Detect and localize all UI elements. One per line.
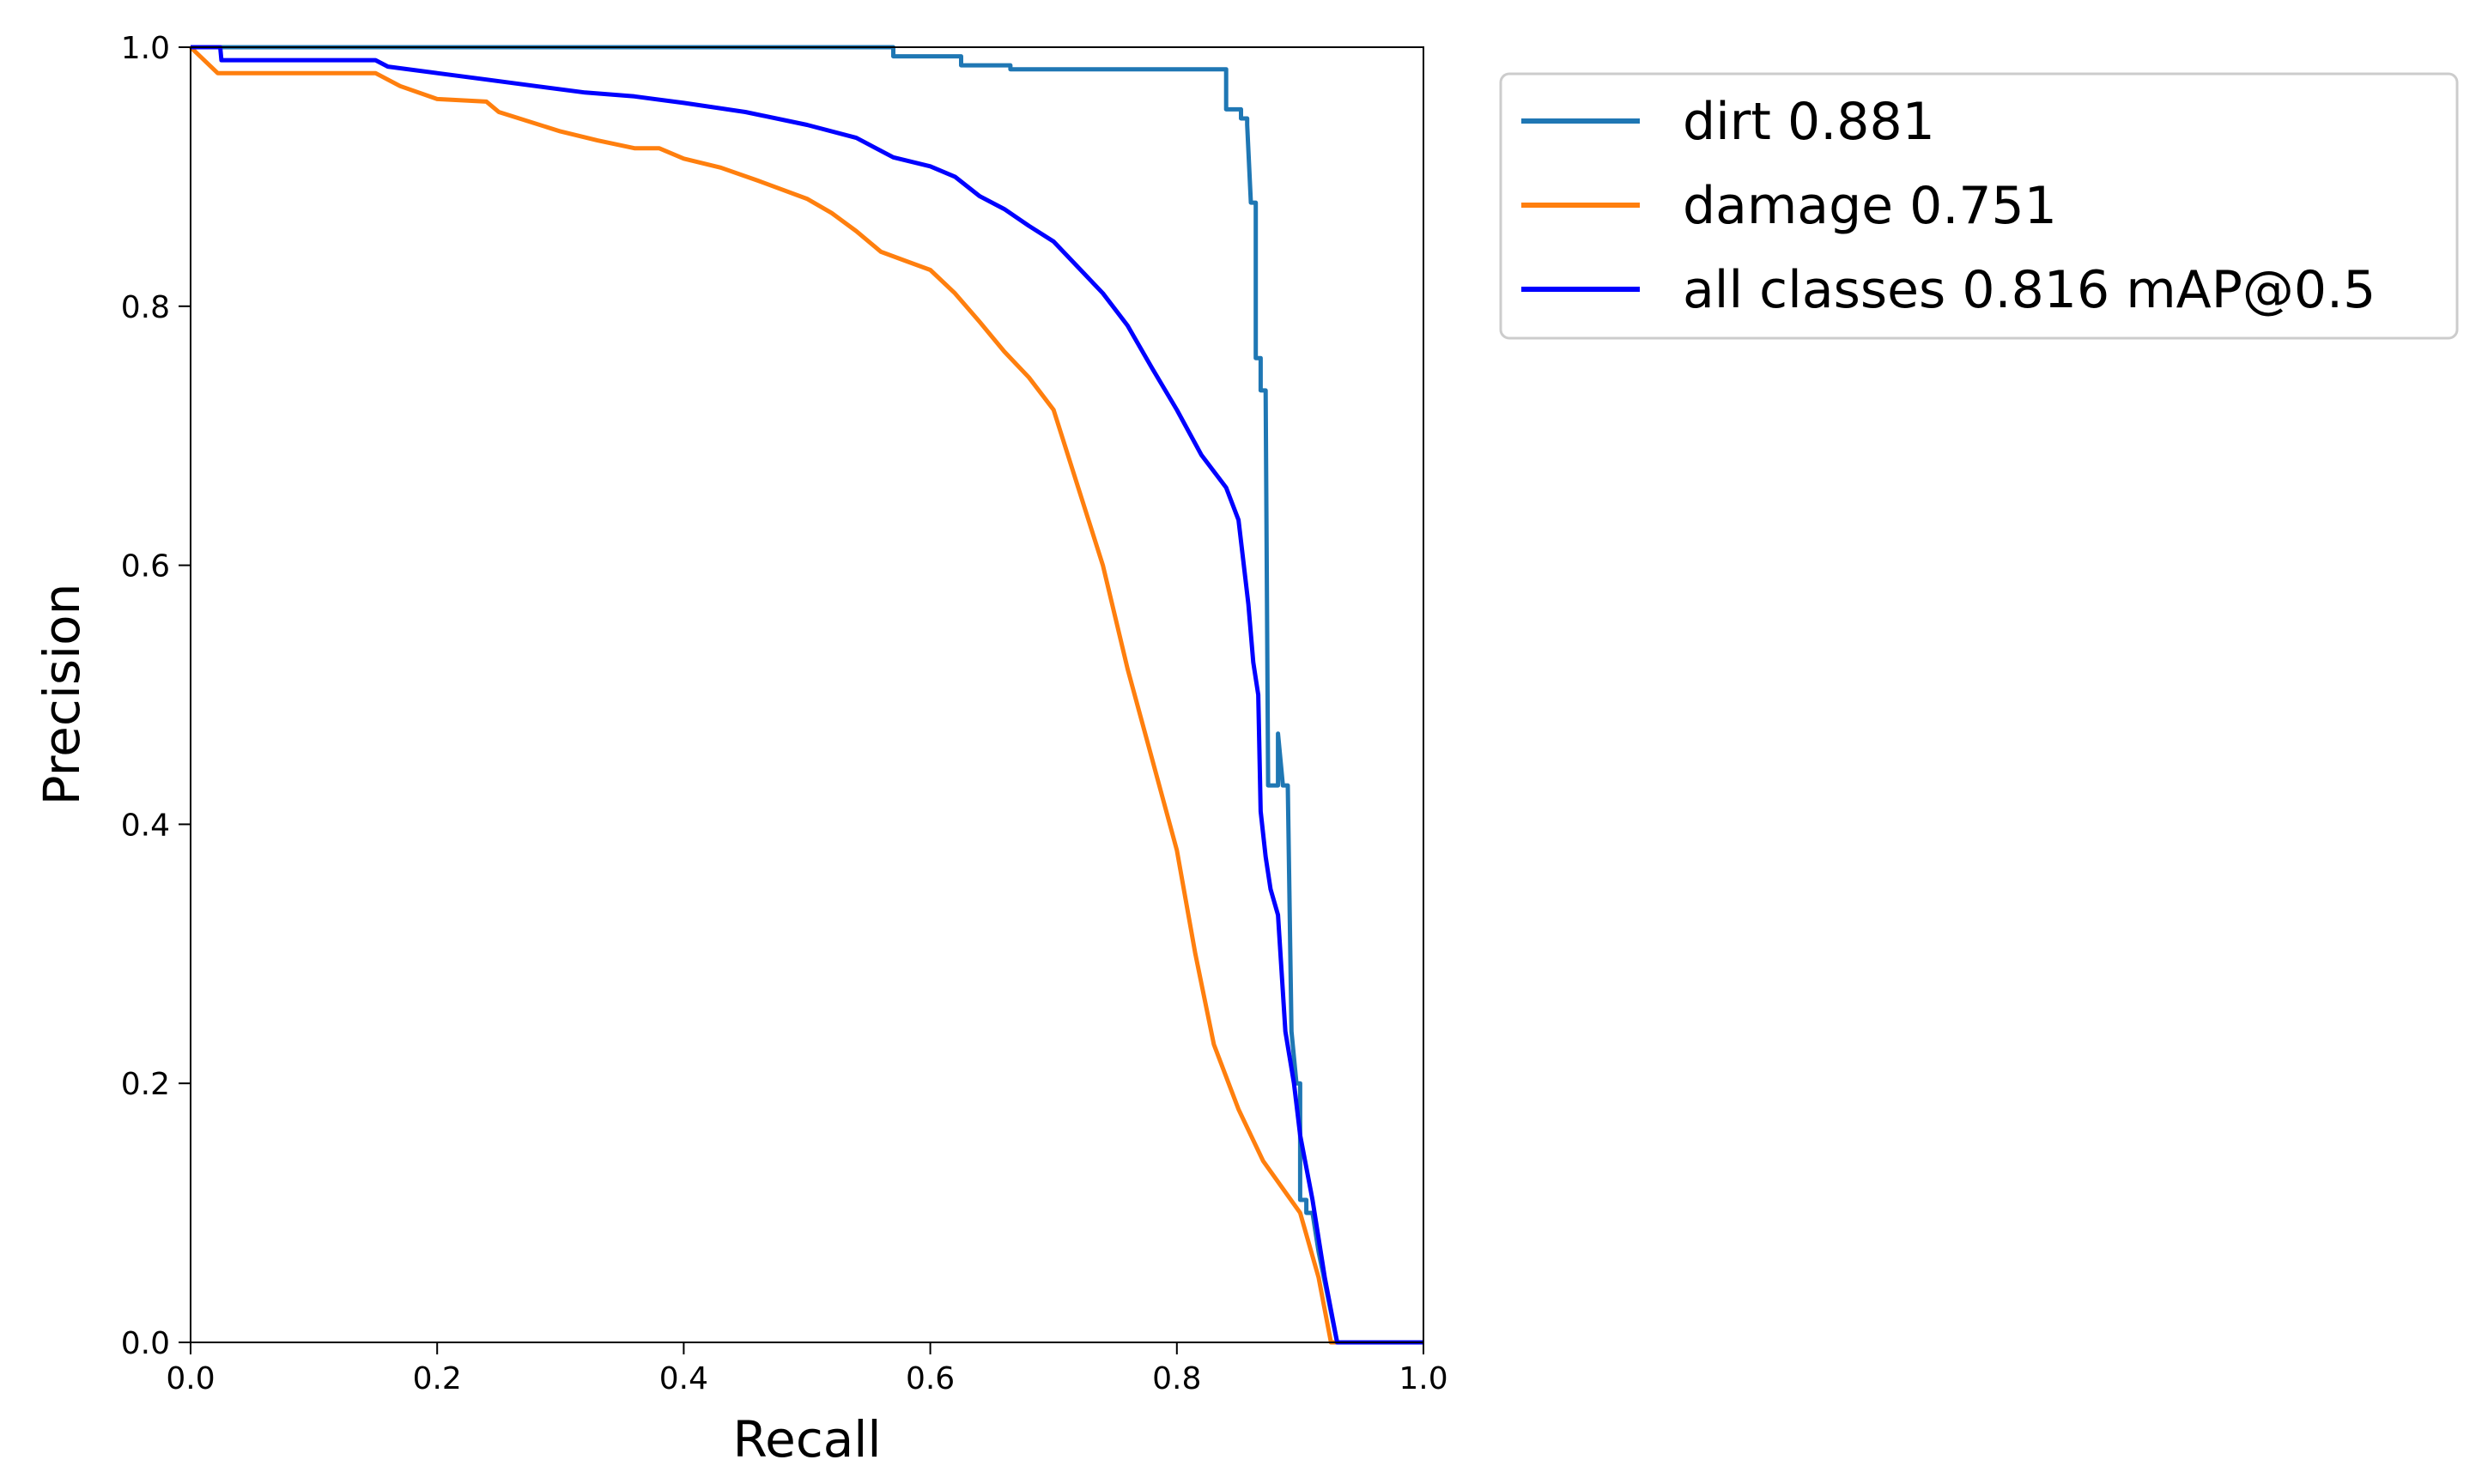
y-tick-label: 0.0 (121, 1326, 170, 1361)
series-line-0 (191, 45, 1423, 1345)
x-tick-label: 1.0 (1399, 1361, 1447, 1396)
y-tick-label: 1.0 (121, 31, 170, 66)
x-tick-label: 0.8 (1152, 1361, 1201, 1396)
y-axis-title: Precision (33, 584, 91, 806)
y-tick-label: 0.2 (121, 1067, 170, 1102)
x-tick-label: 0.0 (166, 1361, 215, 1396)
legend-label: dirt 0.881 (1683, 92, 1935, 152)
series-line-1 (189, 45, 1423, 1345)
x-tick-label: 0.6 (906, 1361, 955, 1396)
legend-box (1499, 72, 2459, 340)
series-lines (189, 45, 1423, 1345)
x-axis-title: Recall (732, 1410, 881, 1469)
legend-label: all classes 0.816 mAP@0.5 (1683, 260, 2376, 320)
plot-frame (190, 46, 1424, 1343)
series-line-2 (191, 45, 1423, 1345)
x-tick-label: 0.4 (659, 1361, 708, 1396)
legend: dirt 0.881 damage 0.751 all classes 0.816 … (1499, 72, 2459, 340)
x-tick-label: 0.2 (413, 1361, 462, 1396)
y-tick-label: 0.4 (121, 808, 170, 843)
y-tick-label: 0.8 (121, 290, 170, 325)
y-tick-label: 0.6 (121, 549, 170, 585)
x-axis: 0.0 0.2 0.4 0.6 0.8 1.0 (166, 1342, 1448, 1396)
plot-area (189, 45, 1424, 1345)
legend-label: damage 0.751 (1683, 176, 2057, 236)
y-axis: 0.0 0.2 0.4 0.6 0.8 1.0 (121, 31, 191, 1361)
